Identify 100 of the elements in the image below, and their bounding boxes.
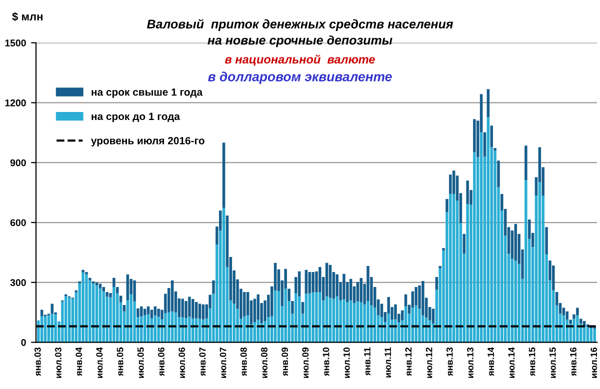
bar [466, 204, 469, 342]
bar [366, 300, 370, 342]
bar [264, 320, 266, 342]
chart-title: Валовый приток денежных средств населения на новые срочные депозиты [146, 19, 454, 48]
bar [494, 150, 496, 342]
bar [312, 292, 314, 342]
bar [524, 180, 528, 342]
bar [243, 292, 246, 316]
bar [370, 305, 373, 342]
bar [106, 292, 108, 297]
bar [473, 152, 476, 342]
bar [352, 302, 356, 342]
bar [304, 270, 308, 294]
bar [576, 315, 579, 342]
bar [301, 302, 304, 314]
x-tick-label: янв.08 [240, 347, 247, 376]
bar [486, 117, 490, 342]
bar [109, 292, 112, 298]
bar [363, 304, 366, 342]
x-tick-label: янв.12 [405, 348, 412, 376]
bar [150, 310, 154, 318]
bar [143, 315, 146, 342]
bar [85, 274, 88, 342]
x-tick-label: июл.05 [137, 347, 144, 378]
bar [40, 310, 44, 316]
bar [545, 227, 548, 254]
bar [133, 280, 136, 302]
bar [222, 208, 226, 342]
bar [194, 302, 198, 318]
x-tick-label: янв.16 [570, 348, 576, 376]
bar [184, 318, 188, 342]
bar [181, 298, 184, 318]
bar [480, 132, 483, 342]
bar [308, 293, 312, 342]
bar [318, 292, 322, 342]
bar [490, 126, 493, 148]
bar [339, 300, 342, 342]
bar [37, 320, 40, 342]
text: в национальной валюте [225, 54, 375, 66]
bar [267, 316, 270, 342]
bar [435, 277, 438, 290]
bar [336, 274, 338, 296]
bar [566, 311, 569, 320]
x-tick-label: июл.04 [96, 347, 103, 378]
bar [298, 296, 301, 342]
bar [116, 287, 119, 294]
bar [184, 300, 188, 318]
bar [398, 322, 400, 342]
bar [483, 132, 486, 157]
bar [538, 182, 542, 342]
bar [298, 271, 301, 296]
bar [446, 198, 448, 212]
bar [95, 282, 98, 286]
x-tick-label: июл.06 [178, 348, 186, 378]
bar [102, 287, 106, 292]
x-tick-label: янв.09 [282, 348, 288, 376]
bar [414, 287, 418, 306]
bar [54, 314, 57, 342]
bar [360, 278, 363, 302]
y-tick-label: 300 [10, 279, 26, 286]
bar [325, 262, 328, 296]
bar [387, 314, 390, 342]
bar [524, 146, 528, 180]
bar [572, 318, 576, 342]
legend-label: уровень июля 2016-го [91, 136, 204, 146]
bar [518, 264, 520, 342]
bar [462, 234, 466, 254]
bar [593, 328, 596, 342]
x-tick-label: июл.07 [220, 348, 226, 378]
bar [466, 180, 469, 204]
bar [202, 304, 205, 320]
bar [576, 308, 579, 316]
bar [188, 296, 191, 317]
bar [486, 89, 490, 118]
bar [82, 272, 84, 342]
x-tick-label: янв.13 [446, 348, 453, 376]
bar [346, 302, 349, 342]
x-tick-label: июл.08 [261, 347, 268, 378]
bar [82, 270, 84, 272]
x-tick-label: янв.04 [76, 347, 82, 376]
bar [418, 308, 421, 342]
x-tick-label: янв.05 [116, 347, 124, 376]
x-tick-label: июл.15 [550, 347, 556, 378]
x-tick-label: янв.07 [199, 348, 206, 376]
bar [170, 280, 174, 312]
bar [400, 310, 404, 320]
bar [154, 306, 157, 316]
bar [212, 280, 215, 294]
bar [232, 304, 236, 342]
bar [112, 287, 116, 342]
bar [130, 294, 132, 342]
bar [140, 306, 143, 316]
bar [222, 142, 226, 208]
annotation: в долларовом эквиваленте [208, 72, 392, 84]
x-tick-label: июл.13 [467, 348, 474, 378]
bar [188, 316, 191, 342]
bar [336, 296, 338, 342]
bar [122, 304, 126, 312]
bar [146, 306, 150, 314]
bar [154, 315, 157, 342]
